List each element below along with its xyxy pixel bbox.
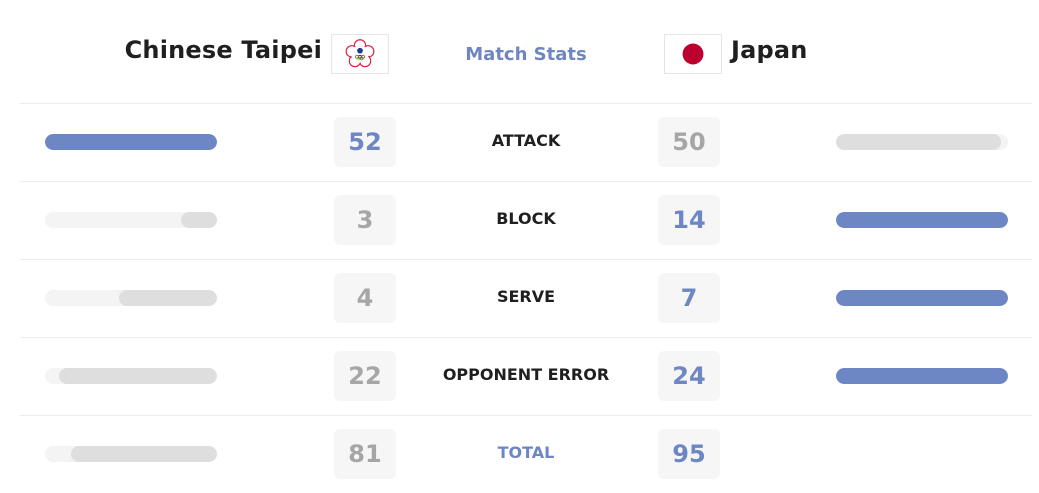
home-team-name: Chinese Taipei: [124, 36, 322, 64]
away-total-value: 95: [658, 429, 720, 479]
match-stats-title: Match Stats: [465, 44, 587, 65]
away-team-name: Japan: [731, 36, 808, 64]
stat-label-serve: SERVE: [496, 287, 556, 306]
home-bar-fill: [70, 446, 217, 462]
home-opponent-error-bar: [45, 368, 217, 384]
away-bar-fill: [836, 368, 1008, 384]
divider: [20, 103, 1032, 104]
home-serve-value: 4: [334, 273, 396, 323]
away-bar-fill: [836, 134, 1002, 150]
divider: [20, 259, 1032, 260]
stat-row: 4 SERVE 7: [0, 259, 1039, 337]
stat-row: 22 OPPONENT ERROR 24: [0, 337, 1039, 415]
home-serve-bar: [45, 290, 217, 306]
stat-row: 3 BLOCK 14: [0, 181, 1039, 259]
home-bar-fill: [180, 212, 217, 228]
away-attack-bar: [836, 134, 1008, 150]
away-attack-value: 50: [658, 117, 720, 167]
match-header: Chinese Taipei Match Stats J: [0, 0, 1039, 103]
home-opponent-error-value: 22: [334, 351, 396, 401]
home-total-value: 81: [334, 429, 396, 479]
divider: [20, 415, 1032, 416]
home-attack-value: 52: [334, 117, 396, 167]
home-total-bar: [45, 446, 217, 462]
home-block-value: 3: [334, 195, 396, 245]
stat-label-block: BLOCK: [496, 209, 556, 228]
home-bar-fill: [58, 368, 217, 384]
japan-flag-icon: [664, 34, 722, 74]
away-serve-value: 7: [658, 273, 720, 323]
home-block-bar: [45, 212, 217, 228]
stat-row: 52 ATTACK 50: [0, 103, 1039, 181]
away-bar-fill: [836, 212, 1008, 228]
stat-label-opponent-error: OPPONENT ERROR: [442, 365, 610, 384]
home-bar-fill: [45, 134, 217, 150]
home-attack-bar: [45, 134, 217, 150]
away-block-bar: [836, 212, 1008, 228]
stat-row: 81 TOTAL 95: [0, 415, 1039, 493]
chinese-taipei-flag-icon: [331, 34, 389, 74]
away-serve-bar: [836, 290, 1008, 306]
divider: [20, 181, 1032, 182]
away-opponent-error-bar: [836, 368, 1008, 384]
away-bar-fill: [836, 290, 1008, 306]
home-bar-fill: [118, 290, 217, 306]
away-block-value: 14: [658, 195, 720, 245]
away-opponent-error-value: 24: [658, 351, 720, 401]
stat-label-attack: ATTACK: [491, 131, 561, 150]
stat-label-total: TOTAL: [497, 443, 555, 462]
divider: [20, 337, 1032, 338]
